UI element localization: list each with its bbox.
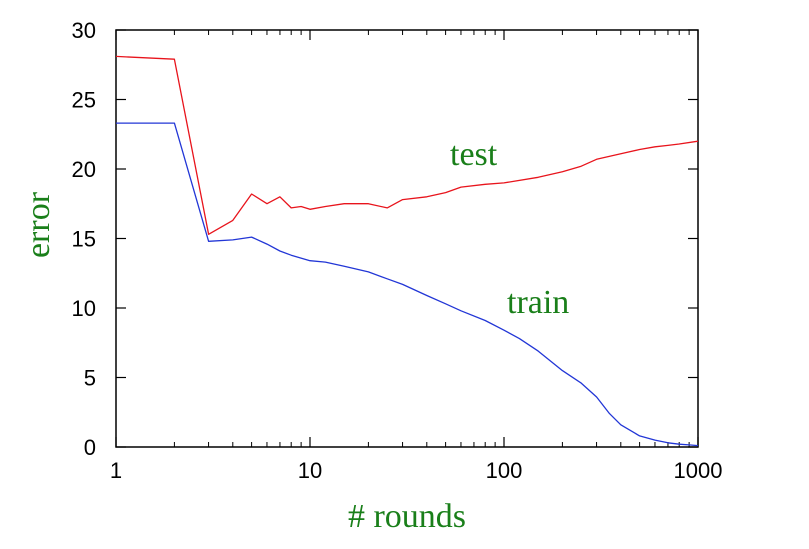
y-tick-label: 20 <box>72 157 96 182</box>
x-axis-ticks: 1 10 100 1000 <box>110 30 723 483</box>
y-axis-ticks: 0 5 10 15 20 25 30 <box>72 18 698 460</box>
series-line-test <box>115 55 699 235</box>
series-label-test: test <box>450 136 498 173</box>
series-label-train: train <box>507 284 569 321</box>
series-lines <box>115 55 699 447</box>
x-axis-label: # rounds <box>348 498 466 535</box>
plot-frame <box>115 29 699 448</box>
y-tick-label: 0 <box>84 435 96 460</box>
y-tick-label: 10 <box>72 296 96 321</box>
y-axis-label: error <box>20 191 57 258</box>
x-tick-label: 10 <box>298 458 322 483</box>
y-tick-label: 5 <box>84 366 96 391</box>
x-tick-label: 100 <box>486 458 523 483</box>
y-tick-label: 25 <box>72 88 96 113</box>
y-tick-label: 30 <box>72 18 96 43</box>
y-tick-label: 15 <box>72 227 96 252</box>
x-tick-label: 1000 <box>674 458 723 483</box>
x-tick-label: 1 <box>110 458 122 483</box>
series-line-train <box>116 122 699 447</box>
